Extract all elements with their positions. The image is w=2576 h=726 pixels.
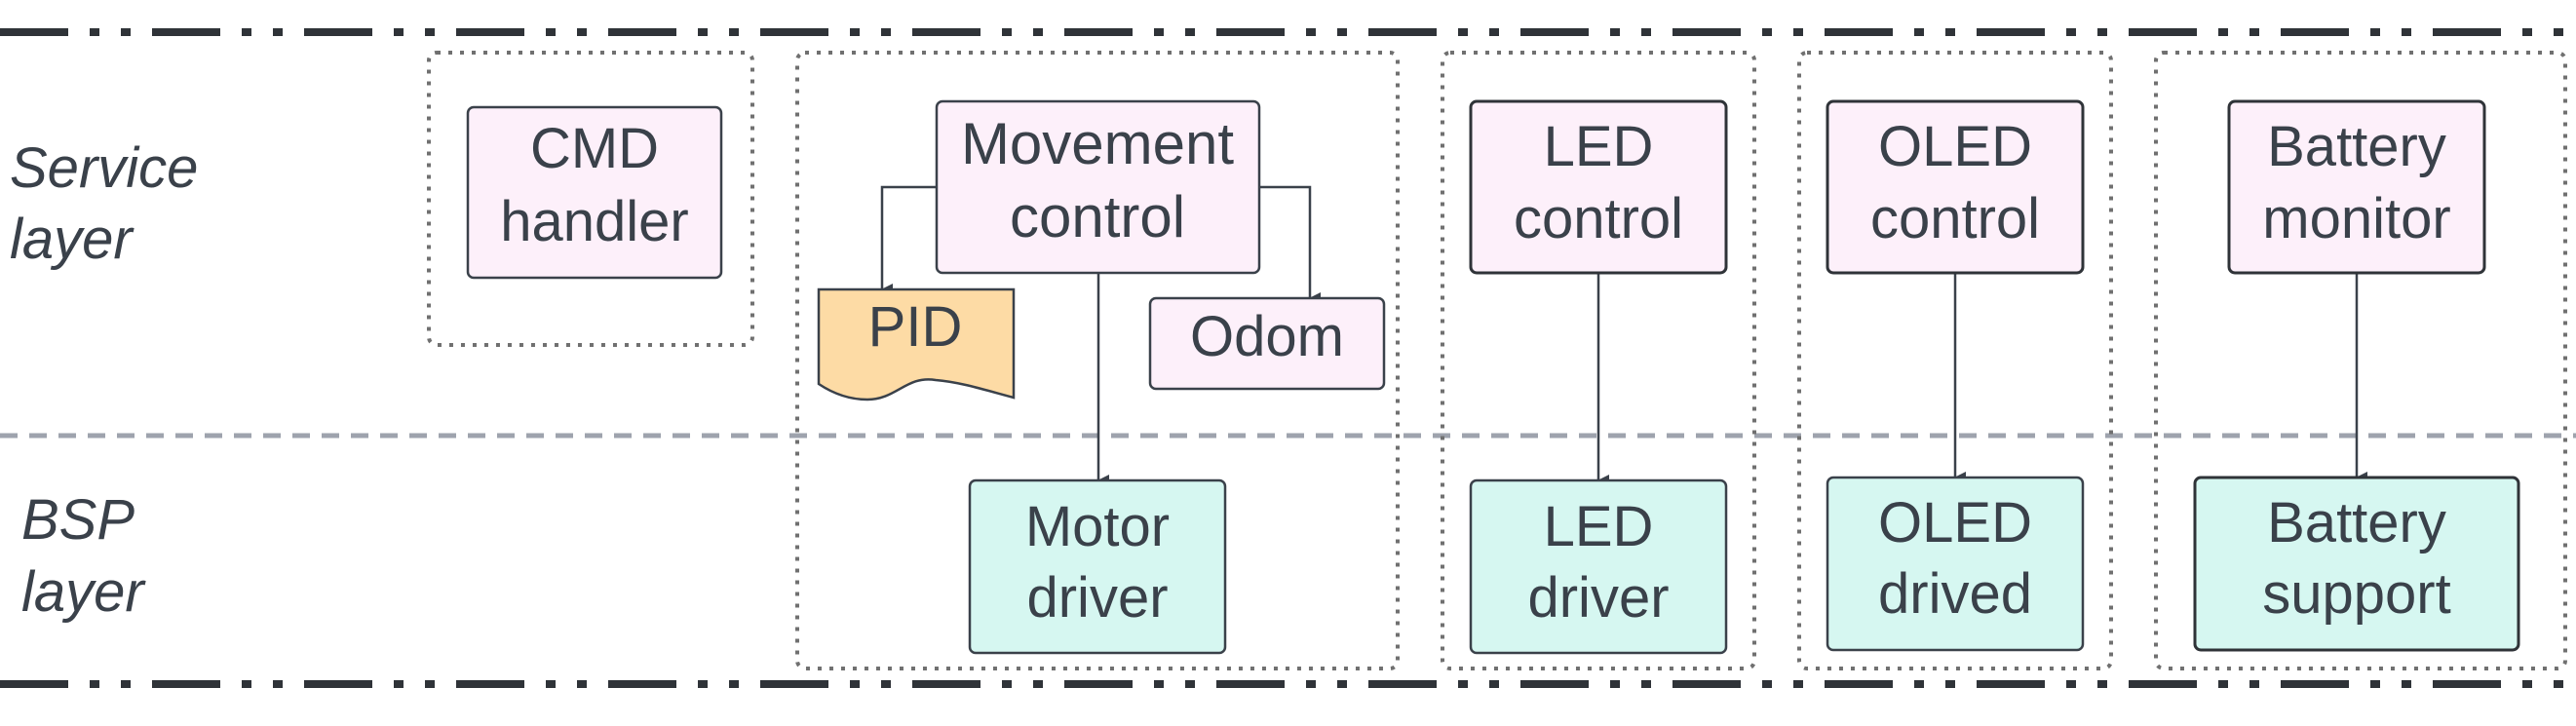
node-pid: PID	[817, 287, 1016, 401]
group-movement	[795, 51, 1400, 670]
svg-text:driver: driver	[1026, 566, 1168, 630]
node-led-driver: LED driver	[1469, 478, 1728, 655]
group-oled	[1797, 51, 2113, 670]
arrow-movement-to-pid	[880, 185, 937, 295]
group-cmd	[427, 51, 754, 347]
node-oled-drived: OLED drived	[1826, 476, 2085, 652]
svg-text:OLED: OLED	[1878, 491, 2032, 554]
svg-text:CMD: CMD	[530, 117, 659, 180]
svg-text:driver: driver	[1527, 566, 1669, 630]
service-layer-label-line2: layer	[10, 208, 135, 271]
svg-text:Movement: Movement	[961, 111, 1234, 176]
node-battery-support: Battery support	[2193, 476, 2520, 652]
svg-text:LED: LED	[1544, 115, 1654, 178]
node-led-control: LED control	[1469, 99, 1728, 275]
svg-text:monitor: monitor	[2262, 187, 2450, 250]
group-led	[1441, 51, 1756, 670]
node-motor-driver: Motor driver	[968, 478, 1227, 655]
node-oled-control: OLED control	[1826, 99, 2085, 275]
svg-text:Battery: Battery	[2267, 491, 2446, 554]
svg-text:support: support	[2262, 562, 2450, 626]
svg-text:Motor: Motor	[1025, 495, 1170, 558]
bsp-layer-label-line1: BSP	[21, 488, 135, 552]
svg-text:drived: drived	[1878, 562, 2032, 626]
connectors	[880, 185, 2367, 486]
svg-text:control: control	[1514, 187, 1683, 250]
svg-text:Odom: Odom	[1190, 305, 1344, 368]
service-layer-label-line1: Service	[10, 136, 198, 200]
svg-text:Battery: Battery	[2267, 115, 2446, 178]
bsp-layer-label-line2: layer	[21, 560, 146, 624]
node-cmd-handler: CMD handler	[466, 105, 723, 280]
node-odom: Odom	[1148, 296, 1386, 391]
svg-text:handler: handler	[500, 190, 688, 253]
svg-text:LED: LED	[1544, 495, 1654, 558]
svg-text:control: control	[1870, 187, 2040, 250]
node-battery-monitor: Battery monitor	[2227, 99, 2486, 275]
svg-text:OLED: OLED	[1878, 115, 2032, 178]
svg-text:PID: PID	[868, 295, 963, 359]
dotted-groups	[427, 51, 2567, 670]
arrow-movement-to-odom	[1259, 185, 1321, 304]
node-movement-control: Movement control	[935, 99, 1261, 275]
svg-text:control: control	[1010, 184, 1185, 249]
